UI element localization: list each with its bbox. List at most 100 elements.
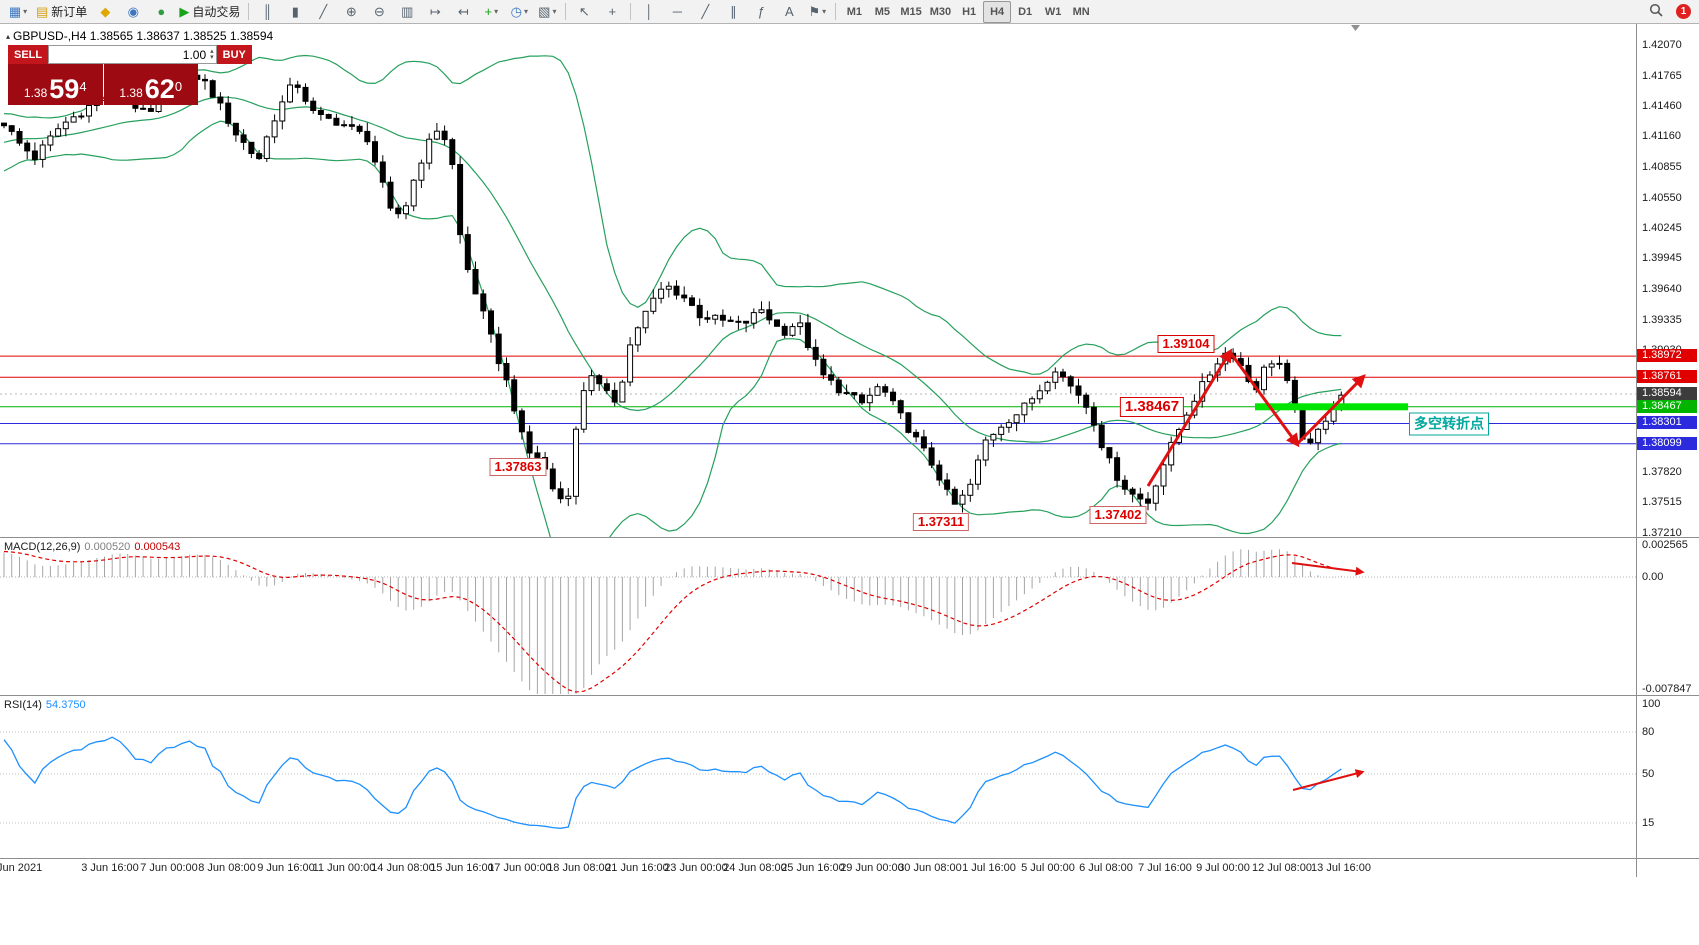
indicators[interactable]: + ▾ xyxy=(477,1,505,23)
time-label: 7 Jul 16:00 xyxy=(1138,862,1192,874)
periods-dropdown-icon[interactable]: ▾ xyxy=(523,7,528,16)
timeframe-m1[interactable]: M1 xyxy=(840,1,868,23)
price-label-137402[interactable]: 1.37402 xyxy=(1089,506,1147,524)
price-label-137863[interactable]: 1.37863 xyxy=(489,458,547,476)
timeframe-m30[interactable]: M30 xyxy=(926,1,955,23)
macd-scale[interactable]: 0.002565 0.00 -0.007847 xyxy=(1636,538,1699,695)
autotrading[interactable]: ▶ 自动交易 xyxy=(175,1,244,23)
time-label: 18 Jun 08:00 xyxy=(547,862,611,874)
time-label: 6 Jul 08:00 xyxy=(1079,862,1133,874)
buy-price-big: 62 xyxy=(144,74,175,104)
price-chart-svg xyxy=(0,25,1636,537)
trendline-tool-icon: ╱ xyxy=(701,4,710,19)
cursor[interactable]: ↖ xyxy=(570,1,598,23)
crosshair-icon: + xyxy=(608,4,617,19)
chart-shift-icon: ↤ xyxy=(457,4,469,19)
line-view[interactable]: ╱ xyxy=(309,1,337,23)
buy-button[interactable]: BUY xyxy=(216,45,252,64)
time-label: 2 Jun 2021 xyxy=(0,862,43,874)
zoom-out[interactable]: ⊖ xyxy=(365,1,393,23)
zoom-in[interactable]: ⊕ xyxy=(337,1,365,23)
timeframe-m15[interactable]: M15 xyxy=(896,1,925,23)
metaeditor[interactable]: ◆ xyxy=(91,1,119,23)
timeframe-w1[interactable]: W1 xyxy=(1039,1,1067,23)
text-tool[interactable]: A xyxy=(775,1,803,23)
price-scale[interactable]: 1.42070 1.41765 1.41460 1.41160 1.40855 1.405… xyxy=(1636,24,1699,539)
time-label: 3 Jun 16:00 xyxy=(81,862,139,874)
to olbar-separator xyxy=(248,3,250,20)
rsi-plot-area[interactable]: RSI(14) 54.3750 xyxy=(0,696,1636,858)
symbol-marker-icon: ▴ xyxy=(6,31,11,41)
zoom-out-icon: ⊖ xyxy=(373,4,385,19)
indicators-dropdown-icon[interactable]: ▾ xyxy=(494,7,499,16)
timeframe-d1[interactable]: D1 xyxy=(1011,1,1039,23)
price-tick: 1.39640 xyxy=(1642,283,1682,295)
periods[interactable]: ◷ ▾ xyxy=(505,1,533,23)
timeframe-h1[interactable]: H1 xyxy=(955,1,983,23)
arrows-tool[interactable]: ⚑ ▾ xyxy=(803,1,831,23)
candles-view[interactable]: ▮ xyxy=(281,1,309,23)
price-marker: 1.38594 xyxy=(1637,387,1697,400)
timeframe-h4[interactable]: H4 xyxy=(983,0,1012,23)
new-order[interactable]: ▤ 新订单 xyxy=(32,1,91,23)
time-label: 1 Jul 16:00 xyxy=(962,862,1016,874)
sell-price-display[interactable]: 1.38 59 4 xyxy=(8,64,103,105)
rsi-tick: 50 xyxy=(1642,768,1655,780)
auto-scroll[interactable]: ↦ xyxy=(421,1,449,23)
volume-input[interactable] xyxy=(49,46,209,63)
rsi-scale[interactable]: 100 80 50 15 xyxy=(1636,696,1699,858)
volume-down-icon[interactable]: ▾ xyxy=(210,53,214,61)
market-icon: ◉ xyxy=(127,4,139,19)
time-axis[interactable]: 2 Jun 2021 3 Jun 16:007 Jun 00:008 Jun 08… xyxy=(0,859,1699,877)
price-label-137311[interactable]: 1.37311 xyxy=(912,513,970,531)
tile-windows-icon: ▥ xyxy=(401,4,414,19)
crosshair[interactable]: + xyxy=(598,1,626,23)
time-label: 9 Jul 00:00 xyxy=(1196,862,1250,874)
macd-tick: 0.002565 xyxy=(1642,539,1688,551)
sell-button[interactable]: SELL xyxy=(8,45,49,64)
trendline-tool[interactable]: ╱ xyxy=(691,1,719,23)
bars-view[interactable]: ║ xyxy=(253,1,281,23)
price-label-139104[interactable]: 1.39104 xyxy=(1157,335,1215,353)
cursor-icon: ↖ xyxy=(578,4,590,19)
arrows-tool-dropdown-icon[interactable]: ▾ xyxy=(822,7,827,16)
notification-badge[interactable]: 1 xyxy=(1676,4,1691,19)
turning-point-label[interactable]: 多空转折点 xyxy=(1409,412,1489,436)
market[interactable]: ◉ xyxy=(119,1,147,23)
timeframe-m30-label: M30 xyxy=(929,5,952,18)
buy-price-display[interactable]: 1.38 62 0 xyxy=(103,64,198,105)
channel-tool[interactable]: ∥ xyxy=(719,1,747,23)
macd-panel: MACD(12,26,9) 0.000520 0.000543 0.002565 0.… xyxy=(0,538,1699,696)
macd-plot-area[interactable]: MACD(12,26,9) 0.000520 0.000543 xyxy=(0,538,1636,695)
timeframe-mn[interactable]: MN xyxy=(1067,1,1095,23)
volume-up-icon[interactable]: ▴ xyxy=(210,47,214,55)
macd-tick: -0.007847 xyxy=(1642,683,1692,695)
new-chart[interactable]: ▦ ▾ xyxy=(4,1,32,23)
vline-tool[interactable]: │ xyxy=(635,1,663,23)
price-label-138467[interactable]: 1.38467 xyxy=(1119,397,1185,417)
indicators-icon: + xyxy=(484,4,493,19)
search-button[interactable] xyxy=(1642,1,1670,23)
fibonacci-tool[interactable]: ƒ xyxy=(747,1,775,23)
timeframe-m1-label: M1 xyxy=(846,5,862,18)
templates[interactable]: ▧ ▾ xyxy=(533,1,561,23)
timeframe-mn-label: MN xyxy=(1072,5,1090,18)
time-label: 30 Jun 08:00 xyxy=(898,862,962,874)
zoom-in-icon: ⊕ xyxy=(345,4,357,19)
time-label: 21 Jun 16:00 xyxy=(605,862,669,874)
community[interactable]: ● xyxy=(147,1,175,23)
tile-windows[interactable]: ▥ xyxy=(393,1,421,23)
autotrading-label: 自动交易 xyxy=(192,5,241,19)
templates-dropdown-icon[interactable]: ▾ xyxy=(552,7,557,16)
toolbar-right-group: 1 xyxy=(1642,1,1695,23)
macd-tick: 0.00 xyxy=(1642,571,1664,583)
new-chart-dropdown-icon[interactable]: ▾ xyxy=(23,7,28,16)
timeframe-m5[interactable]: M5 xyxy=(868,1,896,23)
chart-shift[interactable]: ↤ xyxy=(449,1,477,23)
price-marker: 1.38467 xyxy=(1637,400,1697,413)
chart-plot-area[interactable]: ▴ GBPUSD-,H4 1.38565 1.38637 1.38525 1.3… xyxy=(0,24,1636,537)
rsi-chart-svg xyxy=(0,731,1636,829)
hline-tool[interactable]: ─ xyxy=(663,1,691,23)
price-tick: 1.41160 xyxy=(1642,130,1681,142)
sell-price-big: 59 xyxy=(49,74,80,104)
